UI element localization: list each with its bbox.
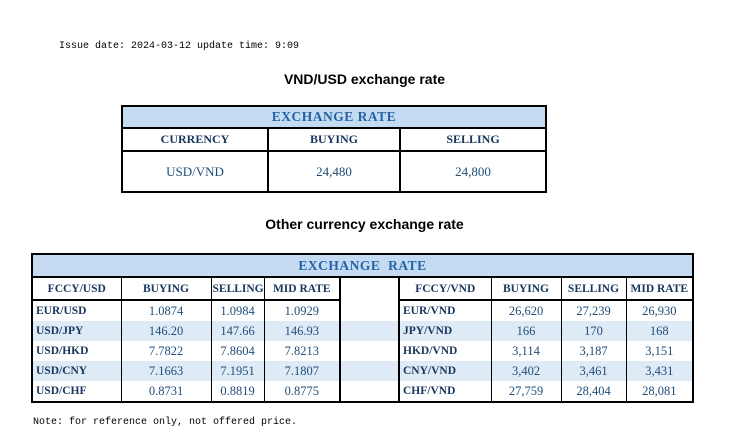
buying-rate-cell: 24,480 xyxy=(267,150,401,193)
currency-pair-cell: EUR/USD xyxy=(31,300,122,321)
table-row: USD/VND 24,480 24,800 xyxy=(121,150,547,193)
buying-rate-cell: 3,402 xyxy=(490,361,562,381)
mid-rate-cell: 26,930 xyxy=(625,300,694,321)
buying-rate-cell: 146.20 xyxy=(120,321,212,341)
selling-rate-cell: 3,187 xyxy=(560,341,627,361)
buying-rate-cell: 3,114 xyxy=(490,341,562,361)
selling-rate-cell: 24,800 xyxy=(399,150,547,193)
selling-rate-cell: 147.66 xyxy=(210,321,265,341)
currency-pair-cell: USD/CHF xyxy=(31,381,122,402)
selling-rate-cell: 7.8604 xyxy=(210,341,265,361)
issue-date-line: Issue date: 2024-03-12 update time: 9:09 xyxy=(59,41,300,52)
currency-pair-cell: HKD/VND xyxy=(398,341,492,361)
table-header-title: EXCHANGE RATE xyxy=(121,105,547,129)
mid-rate-cell: 28,081 xyxy=(625,381,694,402)
currency-pair-cell: EUR/VND xyxy=(398,300,492,321)
mid-rate-cell: 168 xyxy=(625,321,694,341)
column-header-midrate-left: MID RATE xyxy=(263,276,341,301)
spacer-cell xyxy=(339,321,400,341)
selling-rate-cell: 28,404 xyxy=(560,381,627,402)
column-header-selling-left: SELLING xyxy=(210,276,265,301)
selling-rate-cell: 1.0984 xyxy=(210,300,265,321)
selling-rate-cell: 170 xyxy=(560,321,627,341)
vnd-usd-rate-table: EXCHANGE RATE CURRENCY BUYING SELLING US… xyxy=(121,105,547,193)
selling-rate-cell: 0.8819 xyxy=(210,381,265,402)
mid-rate-cell: 146.93 xyxy=(263,321,341,341)
buying-rate-cell: 7.7822 xyxy=(120,341,212,361)
column-header-row: CURRENCY BUYING SELLING xyxy=(121,127,547,152)
buying-rate-cell: 7.1663 xyxy=(120,361,212,381)
currency-pair-cell: CNY/VND xyxy=(398,361,492,381)
table-row: USD/CHF 0.8731 0.8819 0.8775 CHF/VND 27,… xyxy=(31,381,694,402)
column-header-fccy-usd: FCCY/USD xyxy=(31,276,122,301)
mid-rate-cell: 7.1807 xyxy=(263,361,341,381)
column-header-currency: CURRENCY xyxy=(121,127,269,152)
other-currency-rate-table: EXCHANGE RATE FCCY/USD BUYING SELLING MI… xyxy=(31,253,695,403)
spacer-cell xyxy=(339,381,400,402)
table-row: USD/CNY 7.1663 7.1951 7.1807 CNY/VND 3,4… xyxy=(31,361,694,381)
currency-pair-cell: USD/CNY xyxy=(31,361,122,381)
other-currency-section-title: Other currency exchange rate xyxy=(265,216,464,232)
table-row: USD/JPY 146.20 147.66 146.93 JPY/VND 166… xyxy=(31,321,694,341)
buying-rate-cell: 0.8731 xyxy=(120,381,212,402)
table-header-title: EXCHANGE RATE xyxy=(32,254,694,278)
buying-rate-cell: 26,620 xyxy=(490,300,562,321)
table-header-row: EXCHANGE RATE xyxy=(121,105,547,129)
column-header-fccy-vnd: FCCY/VND xyxy=(398,276,492,301)
column-header-buying: BUYING xyxy=(267,127,401,152)
currency-pair-cell: USD/VND xyxy=(121,150,269,193)
mid-rate-cell: 3,151 xyxy=(625,341,694,361)
table-header-row: EXCHANGE RATE xyxy=(32,254,694,278)
currency-pair-cell: JPY/VND xyxy=(398,321,492,341)
table-row: USD/HKD 7.7822 7.8604 7.8213 HKD/VND 3,1… xyxy=(31,341,694,361)
currency-pair-cell: USD/JPY xyxy=(31,321,122,341)
selling-rate-cell: 27,239 xyxy=(560,300,627,321)
vnd-usd-section-title: VND/USD exchange rate xyxy=(283,71,446,87)
buying-rate-cell: 1.0874 xyxy=(120,300,212,321)
column-header-buying-left: BUYING xyxy=(120,276,212,301)
spacer-cell xyxy=(339,341,400,361)
note-line: Note: for reference only, not offered pr… xyxy=(33,417,298,428)
currency-pair-cell: CHF/VND xyxy=(398,381,492,402)
mid-rate-cell: 0.8775 xyxy=(263,381,341,402)
column-header-selling-right: SELLING xyxy=(560,276,627,301)
spacer-cell xyxy=(339,361,400,381)
table-row: EUR/USD 1.0874 1.0984 1.0929 EUR/VND 26,… xyxy=(31,300,694,321)
selling-rate-cell: 7.1951 xyxy=(210,361,265,381)
spacer-cell xyxy=(339,300,400,321)
mid-rate-cell: 7.8213 xyxy=(263,341,341,361)
selling-rate-cell: 3,461 xyxy=(560,361,627,381)
currency-pair-cell: USD/HKD xyxy=(31,341,122,361)
column-header-buying-right: BUYING xyxy=(490,276,562,301)
mid-rate-cell: 3,431 xyxy=(625,361,694,381)
buying-rate-cell: 27,759 xyxy=(490,381,562,402)
spacer-cell xyxy=(339,276,400,300)
column-header-row: FCCY/USD BUYING SELLING MID RATE FCCY/VN… xyxy=(31,276,694,301)
column-header-midrate-right: MID RATE xyxy=(625,276,694,301)
buying-rate-cell: 166 xyxy=(490,321,562,341)
column-header-selling: SELLING xyxy=(399,127,547,152)
mid-rate-cell: 1.0929 xyxy=(263,300,341,321)
